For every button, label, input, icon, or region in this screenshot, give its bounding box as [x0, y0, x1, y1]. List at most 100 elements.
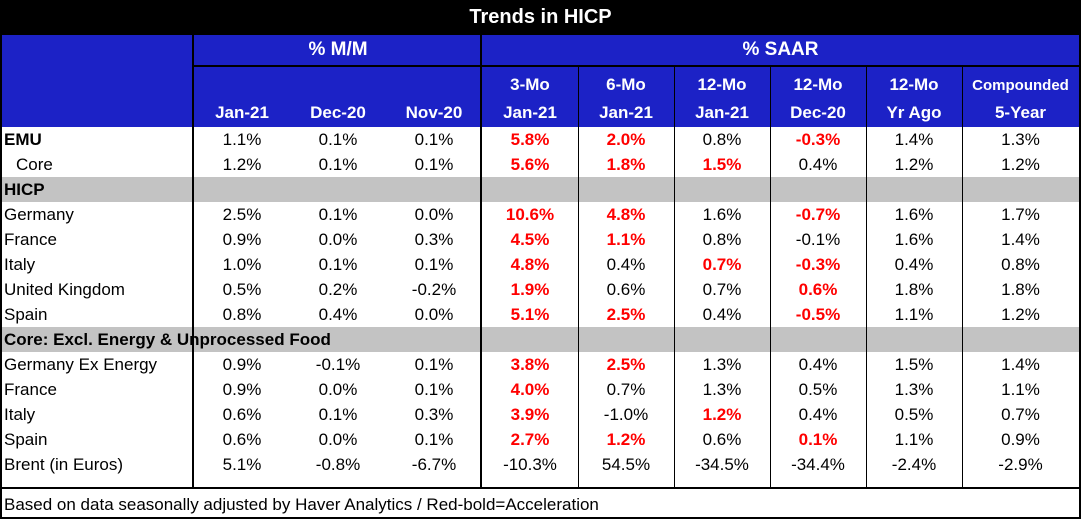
- table-cell: 0.8%: [222, 305, 262, 324]
- table-cell: 3.8%: [510, 355, 550, 374]
- table-cell: 0.9%: [222, 380, 262, 399]
- column-divider: [866, 127, 867, 487]
- column-header-line1: 12-Mo: [793, 75, 843, 94]
- table-title: Trends in HICP: [0, 0, 1081, 35]
- table-row: Core 1.2% 0.1% 0.1% 5.6% 1.8% 1.5% 0.4% 1.2% 1.2%: [0, 152, 1081, 177]
- group-header-mm: % M/M: [308, 39, 368, 60]
- table-row: Italy 1.0% 0.1% 0.1% 4.8% 0.4% 0.7% -0.3% 0.4% 0.…: [0, 252, 1081, 277]
- column-header-line2: Jan-21: [215, 103, 269, 122]
- table-cell: 1.2%: [222, 155, 262, 174]
- table-cell: 5.8%: [510, 130, 550, 149]
- table-row: France 0.9% 0.0% 0.3% 4.5% 1.1% 0.8% -0.1% 1.6% 1…: [0, 227, 1081, 252]
- row-label: Core: Excl. Energy & Unprocessed Food: [4, 330, 331, 349]
- table-cell: -34.5%: [695, 455, 749, 474]
- row-label: United Kingdom: [4, 280, 125, 299]
- column-header-line1: 12-Mo: [889, 75, 939, 94]
- row-label: Spain: [4, 430, 48, 449]
- header-column-divider: [962, 67, 963, 127]
- row-label: Germany Ex Energy: [4, 355, 158, 374]
- column-header-line2: 5-Year: [994, 103, 1047, 122]
- table-row: Germany Ex Energy 0.9% -0.1% 0.1% 3.8% 2.5% 1.…: [0, 352, 1081, 377]
- column-header-line2: Dec-20: [310, 103, 366, 122]
- table-row: Brent (in Euros) 5.1% -0.8% -6.7% -10.3% 54.5…: [0, 452, 1081, 477]
- header-column-divider: [674, 67, 675, 127]
- table-cell: 3.9%: [510, 405, 550, 424]
- table-cell: 0.5%: [798, 380, 838, 399]
- table-cell: 5.1%: [222, 455, 262, 474]
- table-row: Germany 2.5% 0.1% 0.0% 10.6% 4.8% 1.6% -0.7% 1.6…: [0, 202, 1081, 227]
- table-cell: 0.1%: [414, 255, 454, 274]
- column-header-line2: Jan-21: [599, 103, 653, 122]
- table-cell: 0.1%: [318, 130, 358, 149]
- footnote: Based on data seasonally adjusted by Hav…: [0, 487, 1081, 521]
- table-cell: -0.7%: [795, 205, 841, 224]
- table-cell: 0.9%: [222, 230, 262, 249]
- table-cell: -0.1%: [795, 230, 841, 249]
- table-cell: 0.6%: [798, 280, 838, 299]
- table-cell: 0.7%: [1001, 405, 1040, 424]
- table-cell: -0.3%: [795, 130, 841, 149]
- table-cell: 0.3%: [414, 230, 454, 249]
- table-cell: 1.1%: [606, 230, 646, 249]
- table-cell: 0.0%: [414, 305, 454, 324]
- table-cell: 0.1%: [318, 405, 358, 424]
- table-cell: 1.3%: [702, 355, 742, 374]
- header-divider-label: [192, 35, 194, 127]
- table-cell: 54.5%: [601, 455, 651, 474]
- table-cell: 0.6%: [702, 430, 742, 449]
- table-cell: 0.7%: [702, 255, 742, 274]
- table-cell: 0.4%: [798, 355, 838, 374]
- table-cell: 0.1%: [414, 155, 454, 174]
- table-cell: 0.4%: [894, 255, 934, 274]
- table-cell: 1.2%: [894, 155, 934, 174]
- table-cell: 0.1%: [414, 430, 454, 449]
- table-cell: 0.4%: [318, 305, 358, 324]
- column-divider: [480, 127, 482, 487]
- table-cell: 1.3%: [1001, 130, 1040, 149]
- table-cell: 1.2%: [702, 405, 742, 424]
- table-row: United Kingdom 0.5% 0.2% -0.2% 1.9% 0.6% 0.7% 0…: [0, 277, 1081, 302]
- table-cell: 1.0%: [222, 255, 262, 274]
- table-cell: 0.1%: [798, 430, 838, 449]
- table-cell: -0.1%: [315, 355, 361, 374]
- table-cell: 0.8%: [702, 230, 742, 249]
- column-header-line1: 6-Mo: [606, 75, 646, 94]
- group-header-divider: [194, 65, 1081, 67]
- header-column-divider: [866, 67, 867, 127]
- table-row: Spain 0.6% 0.0% 0.1% 2.7% 1.2% 0.6% 0.1% 1.1% 0.9…: [0, 427, 1081, 452]
- table-cell: 0.0%: [318, 380, 358, 399]
- column-header-line1: 12-Mo: [697, 75, 747, 94]
- table-cell: 0.9%: [222, 355, 262, 374]
- table-cell: 1.1%: [222, 130, 262, 149]
- table-cell: 0.9%: [1001, 430, 1040, 449]
- row-label: Germany: [4, 205, 74, 224]
- table-cell: 2.5%: [222, 205, 262, 224]
- table-row: EMU 1.1% 0.1% 0.1% 5.8% 2.0% 0.8% -0.3% 1.4% 1.3%: [0, 127, 1081, 152]
- header-column-divider: [578, 67, 579, 127]
- table-cell: 1.2%: [1001, 155, 1040, 174]
- table-cell: 0.1%: [414, 355, 454, 374]
- column-header-line2: Yr Ago: [886, 103, 942, 122]
- table-cell: 0.1%: [414, 380, 454, 399]
- footnote-text: Based on data seasonally adjusted by Hav…: [4, 495, 599, 514]
- table-cell: 1.3%: [894, 380, 934, 399]
- table-cell: 0.6%: [222, 430, 262, 449]
- table-cell: 1.6%: [894, 230, 934, 249]
- table-row: Spain 0.8% 0.4% 0.0% 5.1% 2.5% 0.4% -0.5% 1.1% 1.…: [0, 302, 1081, 327]
- table-cell: 1.8%: [606, 155, 646, 174]
- table-cell: 0.1%: [318, 155, 358, 174]
- row-label: EMU: [4, 130, 42, 149]
- column-divider: [578, 127, 579, 487]
- table-cell: 2.7%: [510, 430, 550, 449]
- table-cell: -0.2%: [411, 280, 457, 299]
- table-cell: 0.1%: [318, 255, 358, 274]
- table-cell: 1.1%: [894, 430, 934, 449]
- table-cell: 0.6%: [606, 280, 646, 299]
- table-cell: 2.5%: [606, 355, 646, 374]
- row-label: Brent (in Euros): [4, 455, 124, 474]
- table-cell: 0.4%: [702, 305, 742, 324]
- table-cell: 4.8%: [606, 205, 646, 224]
- row-label: France: [4, 380, 57, 399]
- table-cell: 1.4%: [1001, 230, 1040, 249]
